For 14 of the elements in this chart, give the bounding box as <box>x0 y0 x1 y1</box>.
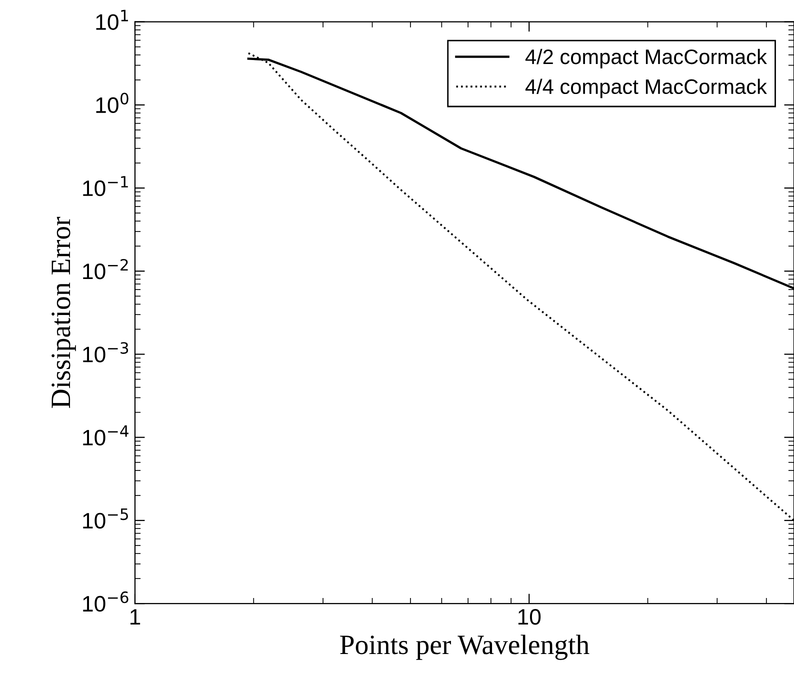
y-tick-label: 10$^{−4}$ <box>83 425 128 446</box>
y-tick-label: 10$^{−5}$ <box>83 508 128 529</box>
y-tick-label: 10$^{−2}$ <box>83 258 128 280</box>
y-tick-label: 10$^{−6}$ <box>83 591 128 612</box>
y-tick-label: 10$^{0}$ <box>96 92 128 114</box>
y-tick-label: 10$^{−3}$ <box>83 342 128 362</box>
legend-label: 4/2 compact MacCormack <box>525 48 767 68</box>
y-tick-label: 10$^{−1}$ <box>83 176 128 196</box>
x-tick-label: 10 <box>518 609 541 625</box>
legend-label: 4/4 compact MacCormack <box>525 78 767 98</box>
y-axis-title: Dissipation Error <box>52 216 76 408</box>
x-axis-title: Points per Wavelength <box>340 634 590 660</box>
x-tick-label: 1 <box>130 609 140 625</box>
y-tick-label: 10$^{1}$ <box>96 10 128 30</box>
